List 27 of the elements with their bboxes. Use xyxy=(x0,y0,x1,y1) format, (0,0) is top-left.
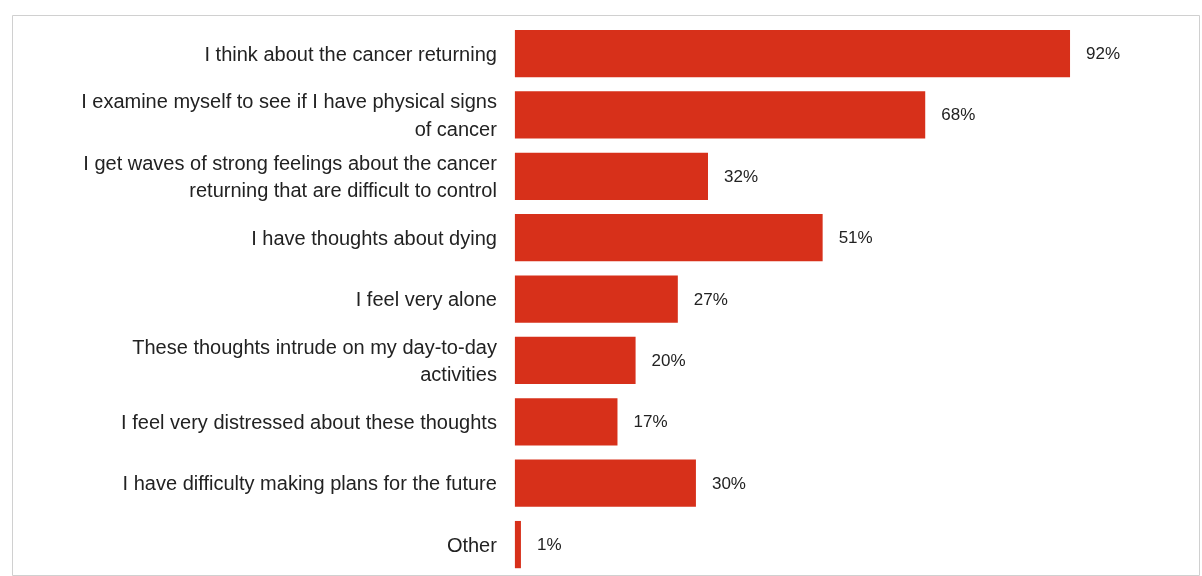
y-tick-label: I feel very alone xyxy=(355,288,497,311)
y-tick-label: These thoughts intrude on my day-to-day activities xyxy=(132,335,497,386)
data-label: 92% xyxy=(1086,44,1121,64)
y-tick-label: I feel very distressed about these thoughts xyxy=(121,410,497,433)
bar xyxy=(514,29,1071,78)
data-label: 17% xyxy=(633,412,668,432)
bar xyxy=(514,398,618,446)
y-tick-label: I get waves of strong feelings about the cancer returning that are difficult to control xyxy=(83,151,498,202)
data-label: 27% xyxy=(693,289,728,309)
bar xyxy=(514,336,636,385)
data-label: 68% xyxy=(941,105,976,125)
bar xyxy=(514,152,708,200)
bar xyxy=(514,275,678,323)
y-tick-label: I have difficulty making plans for the future xyxy=(122,472,497,495)
y-tick-label: I think about the cancer returning xyxy=(204,42,497,65)
bar xyxy=(514,520,521,569)
y-tick-label: Other xyxy=(446,533,498,556)
bar xyxy=(514,91,926,139)
data-label: 1% xyxy=(536,535,562,555)
bar xyxy=(514,459,696,507)
data-label: 20% xyxy=(651,350,686,370)
data-label: 30% xyxy=(711,473,746,493)
data-label: 51% xyxy=(838,228,873,248)
y-tick-label: I have thoughts about dying xyxy=(251,226,497,249)
bar xyxy=(514,214,823,262)
data-label: 32% xyxy=(723,166,759,186)
y-tick-label: I examine myself to see if I have physical signs of cancer xyxy=(81,90,498,140)
